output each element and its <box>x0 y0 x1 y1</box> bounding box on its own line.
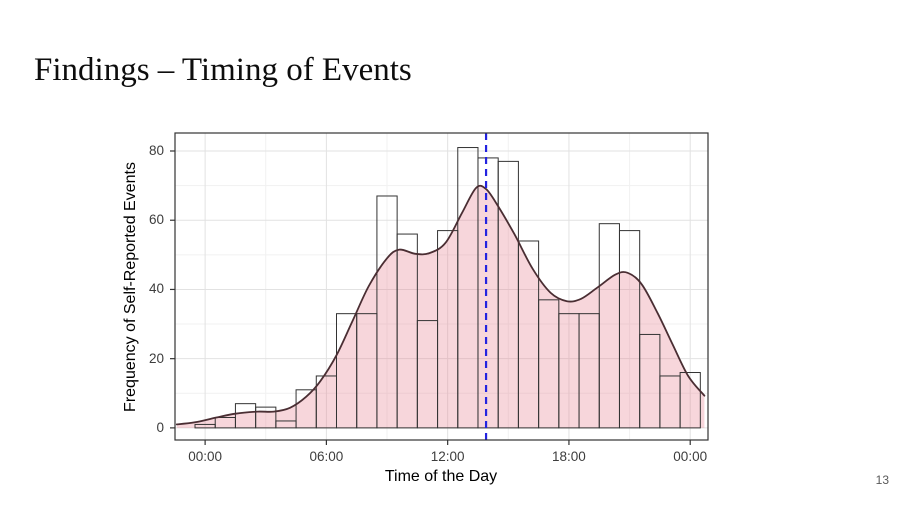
y-tick-label: 60 <box>148 212 164 228</box>
histogram-bar <box>255 406 277 429</box>
y-tick-label: 80 <box>148 142 164 158</box>
slide-title: Findings – Timing of Events <box>34 52 412 88</box>
histogram-density-plot <box>170 132 709 445</box>
y-tick-label: 20 <box>148 350 164 366</box>
x-tick-label: 12:00 <box>430 449 465 464</box>
x-axis-title: Time of the Day <box>384 468 498 485</box>
histogram-bar <box>679 372 701 429</box>
page-number: 13 <box>875 473 889 487</box>
y-tick-label: 40 <box>148 281 164 297</box>
y-tick-label: 0 <box>156 419 164 435</box>
x-tick-label: 06:00 <box>309 449 344 464</box>
x-tick-label: 18:00 <box>552 449 586 464</box>
x-tick-label: 00:00 <box>673 449 708 464</box>
y-axis-title: Frequency of Self-Reported Events <box>122 162 139 412</box>
density-curve <box>175 184 706 426</box>
density-area <box>176 185 705 428</box>
x-tick-label: 00:00 <box>188 449 222 464</box>
panel-border <box>174 132 709 441</box>
histogram-bar <box>618 230 641 429</box>
